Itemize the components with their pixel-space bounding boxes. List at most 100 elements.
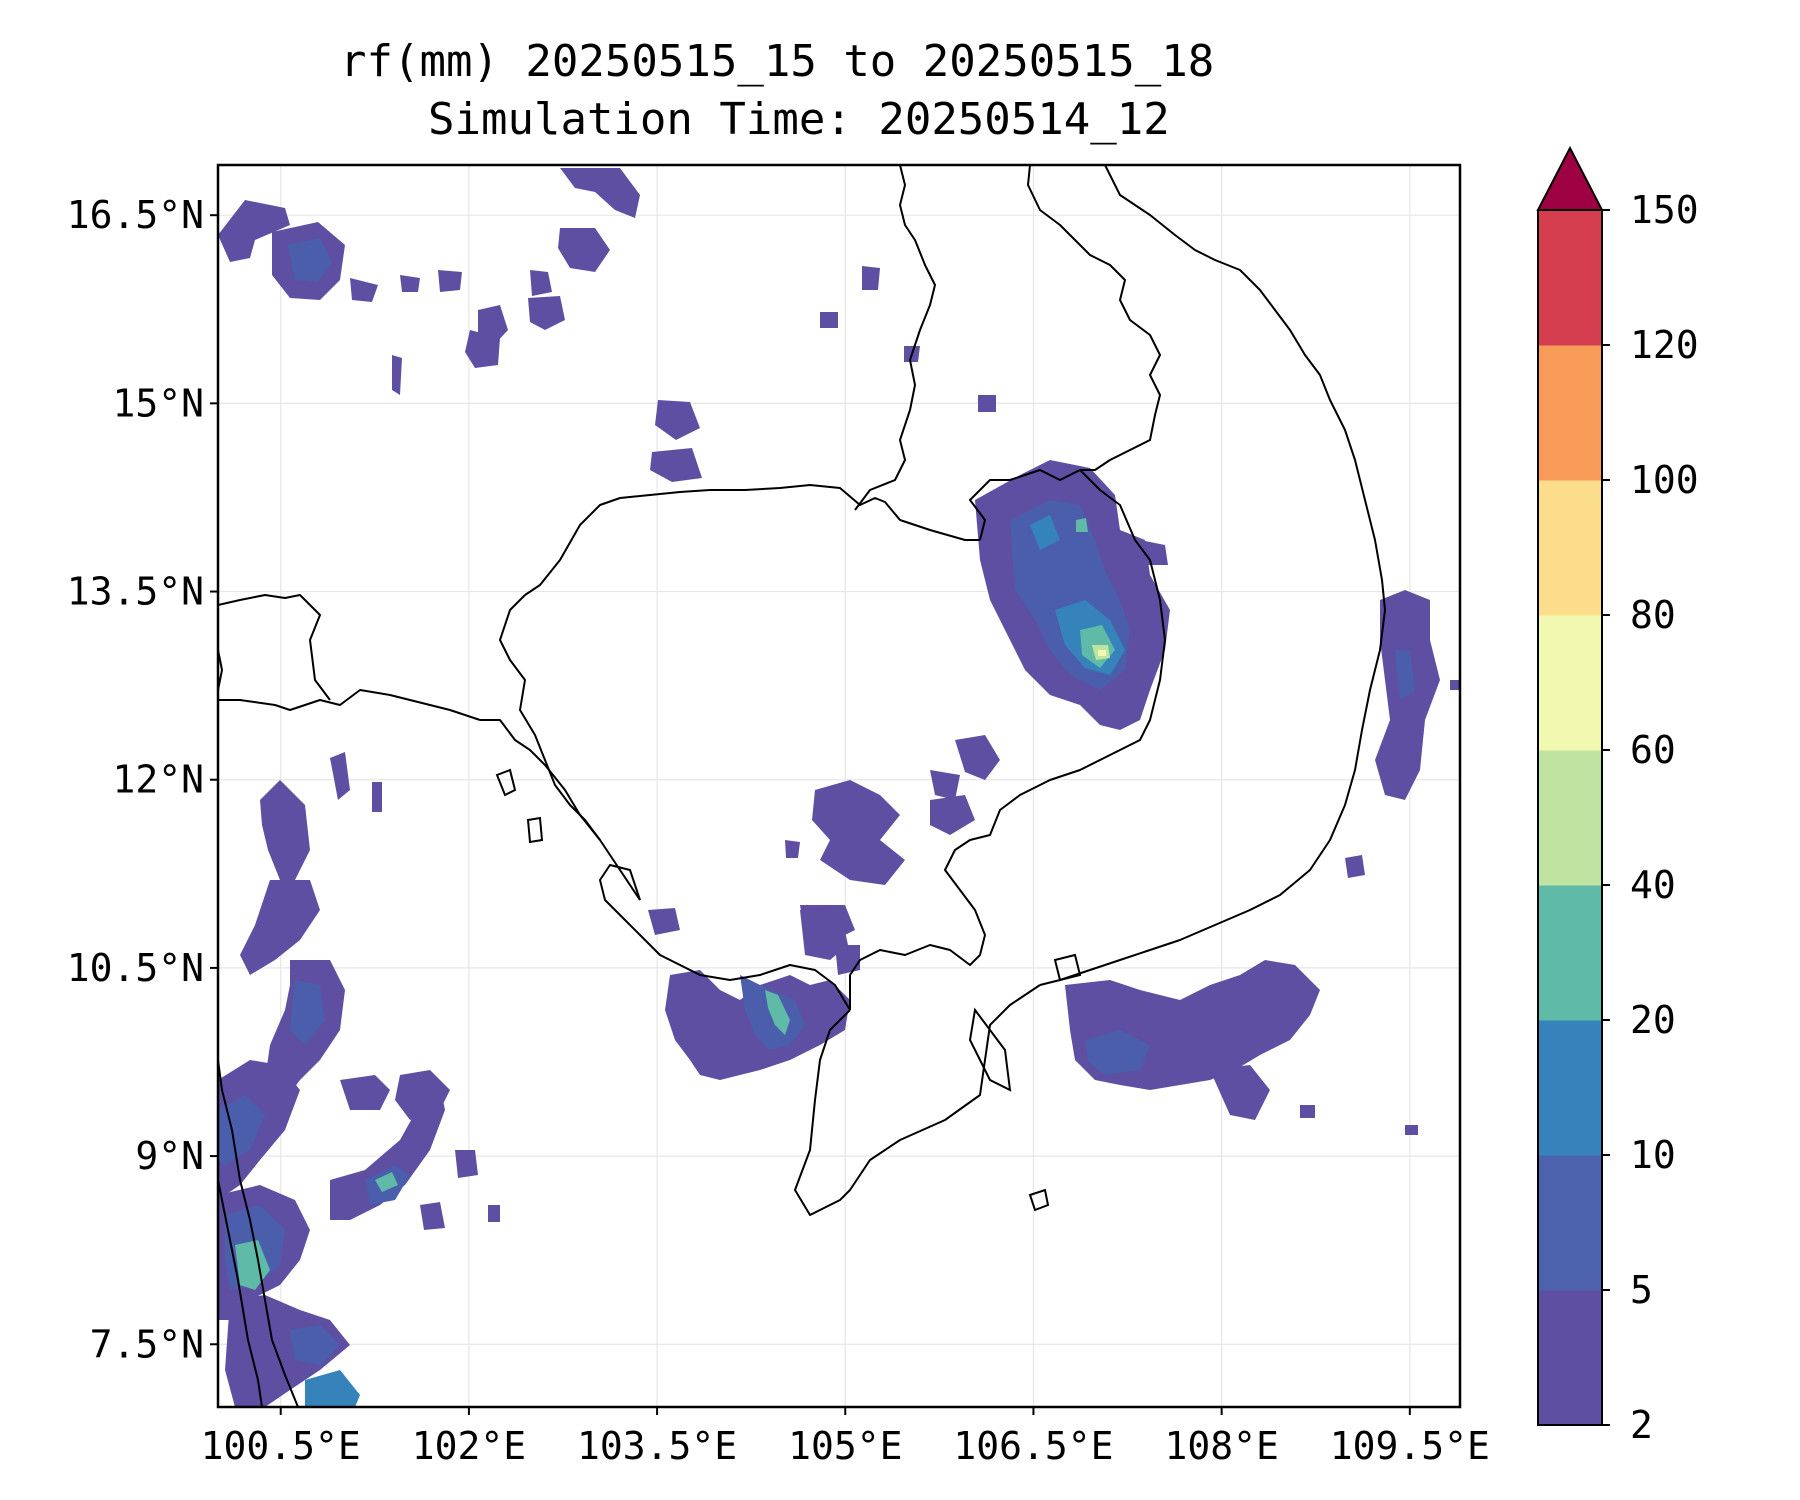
colorbar-extend-arrow [1536, 145, 1604, 211]
cambodia-west-border [499, 594, 601, 841]
rain-cell [340, 1075, 390, 1110]
rain-cell [978, 395, 996, 412]
colorbar-segment [1538, 885, 1602, 1021]
colorbar-label: 60 [1630, 728, 1676, 772]
colorbar-segment [1538, 345, 1602, 481]
rain-cell [330, 1085, 445, 1220]
colorbar-segment [1538, 750, 1602, 886]
rain-cell [528, 296, 565, 330]
colorbar-segment [1538, 615, 1602, 751]
x-axis-ticks: 100.5°E 102°E 103.5°E 105°E 106.5°E 108°E 109.… [201, 1407, 1490, 1468]
colorbar-label: 10 [1630, 1133, 1676, 1177]
rain-cell [812, 780, 905, 885]
y-tick-label: 16.5°N [67, 193, 204, 237]
y-tick-label: 10.5°N [67, 946, 204, 990]
rain-cell [558, 228, 610, 272]
rain-cell [225, 1295, 350, 1407]
x-tick-label: 108°E [1164, 1424, 1278, 1468]
rain-cell [260, 780, 310, 880]
rain-cell [455, 1150, 478, 1178]
island [526, 816, 544, 844]
rain-cell [218, 1095, 265, 1165]
colorbar: 2 5 10 20 40 60 80 100 120 150 [1536, 145, 1699, 1447]
cambodia-north-border [524, 484, 980, 596]
rainfall-layer [218, 165, 1460, 1407]
rain-cell [465, 330, 500, 368]
rain-cell [765, 990, 790, 1035]
malay-peninsula-coast-2 [218, 1179, 263, 1407]
thailand-border-west [218, 649, 223, 691]
rain-cell [835, 945, 860, 975]
map-area: 100.5°E 102°E 103.5°E 105°E 106.5°E 108°E 109.… [67, 163, 1490, 1468]
x-tick-label: 106.5°E [953, 1424, 1113, 1468]
rain-cell [862, 266, 880, 290]
rain-cell [218, 200, 290, 262]
map-frame [216, 163, 1462, 1409]
colorbar-segment [1538, 1020, 1602, 1156]
rain-cell [1085, 1030, 1150, 1075]
mekong-delta-coast [794, 984, 1041, 1216]
island [1053, 953, 1082, 982]
colorbar-label: 100 [1630, 458, 1699, 502]
colorbar-label: 5 [1630, 1268, 1653, 1312]
rain-cell [930, 795, 975, 835]
coastlines-borders [218, 165, 1386, 1407]
colorbar-segment [1538, 210, 1602, 346]
colorbar-label: 80 [1630, 593, 1676, 637]
rain-cell [530, 270, 552, 296]
rain-cell [305, 1370, 360, 1407]
rain-cell [1405, 1125, 1418, 1135]
rain-cluster-south-central [648, 780, 975, 1080]
x-tick-label: 100.5°E [201, 1424, 361, 1468]
rain-cell [438, 270, 462, 292]
rain-cell [350, 278, 378, 302]
x-tick-label: 103.5°E [577, 1424, 737, 1468]
rain-cluster-northwest [218, 168, 996, 482]
colorbar-segment [1538, 1290, 1602, 1426]
colorbar-segment [1538, 480, 1602, 616]
rain-cell [392, 355, 402, 395]
x-tick-label: 105°E [788, 1424, 902, 1468]
rain-cell [488, 1205, 500, 1222]
island [495, 768, 517, 797]
rain-cluster-southeast [1065, 590, 1460, 1135]
rain-cell [290, 1325, 340, 1365]
thailand-upper-gulf [218, 689, 481, 721]
colorbar-label: 2 [1630, 1403, 1653, 1447]
malay-peninsula-coast [218, 1059, 299, 1407]
rain-cell [930, 770, 960, 800]
island [968, 1007, 1012, 1092]
colorbar-label: 150 [1630, 188, 1699, 232]
rain-cell [785, 840, 800, 858]
rain-cell [290, 980, 325, 1045]
rain-cell [1076, 518, 1088, 532]
x-tick-label: 109.5°E [1330, 1424, 1490, 1468]
rain-cell [650, 448, 702, 482]
y-tick-label: 13.5°N [67, 570, 204, 614]
rain-cell [955, 735, 1000, 780]
colorbar-label: 40 [1630, 863, 1676, 907]
laos-vietnam-border [1027, 165, 1161, 471]
rain-cell [1030, 515, 1060, 550]
colorbar-segment [1538, 1155, 1602, 1291]
rain-cell [372, 782, 382, 812]
y-tick-label: 12°N [112, 758, 204, 802]
title-line-1: rf(mm) 20250515_15 to 20250515_18 [340, 36, 1215, 87]
thailand-laos-border [218, 594, 331, 701]
cambodia-vietnam-border [849, 469, 1166, 1010]
rain-cell [1345, 855, 1365, 878]
island [1028, 1188, 1050, 1212]
rain-cell [400, 275, 420, 292]
rain-cell [1098, 650, 1106, 656]
rain-cell [648, 908, 680, 935]
y-tick-label: 9°N [135, 1134, 204, 1178]
y-tick-label: 15°N [112, 381, 204, 425]
cambodia-coastline [599, 864, 851, 1011]
rain-cell [420, 1202, 445, 1230]
colorbar-label: 120 [1630, 323, 1699, 367]
colorbar-label: 20 [1630, 998, 1676, 1042]
y-axis-ticks: 16.5°N 15°N 13.5°N 12°N 10.5°N 9°N 7.5°N [67, 193, 218, 1366]
rain-cell [820, 312, 838, 328]
rain-cell [560, 168, 640, 218]
